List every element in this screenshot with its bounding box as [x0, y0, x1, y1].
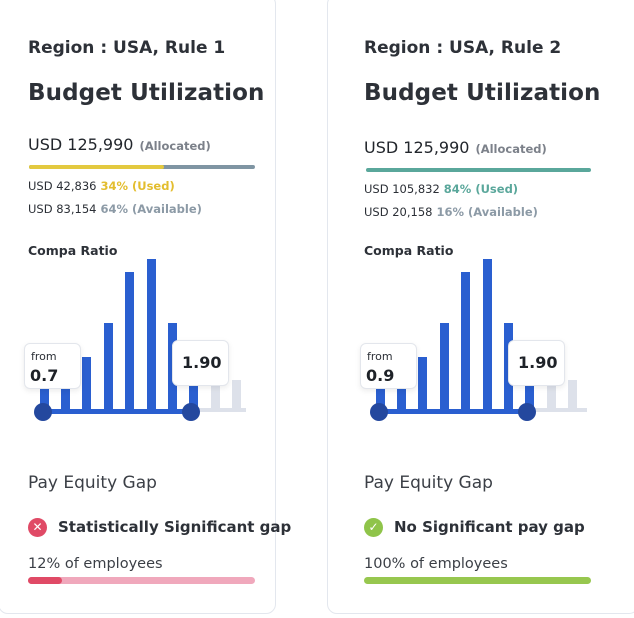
budget-utilization-title: Budget Utilization	[364, 80, 601, 106]
range-track-active	[43, 409, 192, 414]
pay-equity-gap-title: Pay Equity Gap	[28, 473, 157, 493]
compa-bar	[376, 388, 385, 410]
gap-status: Statistically Significant gap	[58, 518, 292, 536]
allocated-value: USD 125,990	[28, 135, 134, 154]
budget-card-rule-2	[327, 0, 634, 614]
range-track-inactive	[196, 408, 246, 412]
range-min-tooltip: from 0.9	[360, 343, 417, 389]
to-value: 1.90	[518, 353, 558, 372]
range-track-inactive	[532, 408, 587, 412]
range-max-tooltip: 1.90	[508, 340, 565, 386]
range-max-tooltip: 1.90	[172, 340, 229, 386]
employees-bar	[364, 577, 591, 584]
compa-bar-inactive	[232, 380, 241, 410]
x-circle-icon: ✕	[28, 518, 47, 537]
check-circle-icon: ✓	[364, 518, 383, 537]
from-value: 0.7	[30, 366, 59, 385]
compa-bar-inactive	[547, 380, 556, 410]
budget-used-bar	[366, 168, 591, 172]
employees-text: 12% of employees	[28, 556, 163, 572]
from-label: from	[31, 350, 57, 363]
range-max-handle[interactable]	[518, 403, 536, 421]
available-stat: USD 83,154 64% (Available)	[28, 202, 202, 216]
used-amount: USD 105,832	[364, 182, 440, 196]
compa-bar	[189, 380, 198, 410]
range-min-handle[interactable]	[34, 403, 52, 421]
region-title: Region : USA, Rule 1	[28, 38, 226, 58]
compa-bar	[397, 380, 406, 410]
available-percent: 16% (Available)	[436, 205, 538, 219]
used-percent: 84% (Used)	[443, 182, 519, 196]
compa-bar	[82, 357, 91, 410]
budget-utilization-title: Budget Utilization	[28, 80, 265, 106]
allocated-amount: USD 125,990 (Allocated)	[28, 135, 211, 154]
compa-bar	[147, 259, 156, 410]
range-min-handle[interactable]	[370, 403, 388, 421]
allocated-amount: USD 125,990 (Allocated)	[364, 138, 547, 157]
allocated-value: USD 125,990	[364, 138, 470, 157]
compa-ratio-title: Compa Ratio	[28, 243, 118, 258]
budget-used-bar	[29, 165, 164, 169]
to-value: 1.90	[182, 353, 222, 372]
gap-status: No Significant pay gap	[394, 518, 585, 536]
compa-bar	[125, 272, 134, 410]
used-stat: USD 42,836 34% (Used)	[28, 179, 175, 193]
compa-bar	[61, 380, 70, 410]
compa-bar	[440, 323, 449, 410]
compa-bar	[525, 380, 534, 410]
available-amount: USD 83,154	[28, 202, 97, 216]
used-percent: 34% (Used)	[100, 179, 175, 193]
compa-bar-inactive	[211, 380, 220, 410]
employees-text: 100% of employees	[364, 556, 508, 572]
allocated-tag: (Allocated)	[475, 142, 547, 156]
available-stat: USD 20,158 16% (Available)	[364, 205, 538, 219]
available-amount: USD 20,158	[364, 205, 433, 219]
budget-card-rule-1	[0, 0, 276, 614]
allocated-tag: (Allocated)	[139, 139, 211, 153]
range-track-active	[379, 409, 528, 414]
compa-bar	[104, 323, 113, 410]
used-stat: USD 105,832 84% (Used)	[364, 182, 518, 196]
employees-track	[28, 577, 255, 584]
region-title: Region : USA, Rule 2	[364, 38, 562, 58]
from-label: from	[367, 350, 393, 363]
employees-bar	[28, 577, 62, 584]
pay-equity-gap-title: Pay Equity Gap	[364, 473, 493, 493]
compa-bar	[461, 272, 470, 410]
used-amount: USD 42,836	[28, 179, 97, 193]
from-value: 0.9	[366, 366, 395, 385]
compa-bar-inactive	[568, 380, 577, 410]
compa-bar	[40, 388, 49, 410]
compa-ratio-title: Compa Ratio	[364, 243, 454, 258]
range-min-tooltip: from 0.7	[24, 343, 81, 389]
range-max-handle[interactable]	[182, 403, 200, 421]
compa-bar	[483, 259, 492, 410]
compa-bar	[418, 357, 427, 410]
available-percent: 64% (Available)	[100, 202, 202, 216]
